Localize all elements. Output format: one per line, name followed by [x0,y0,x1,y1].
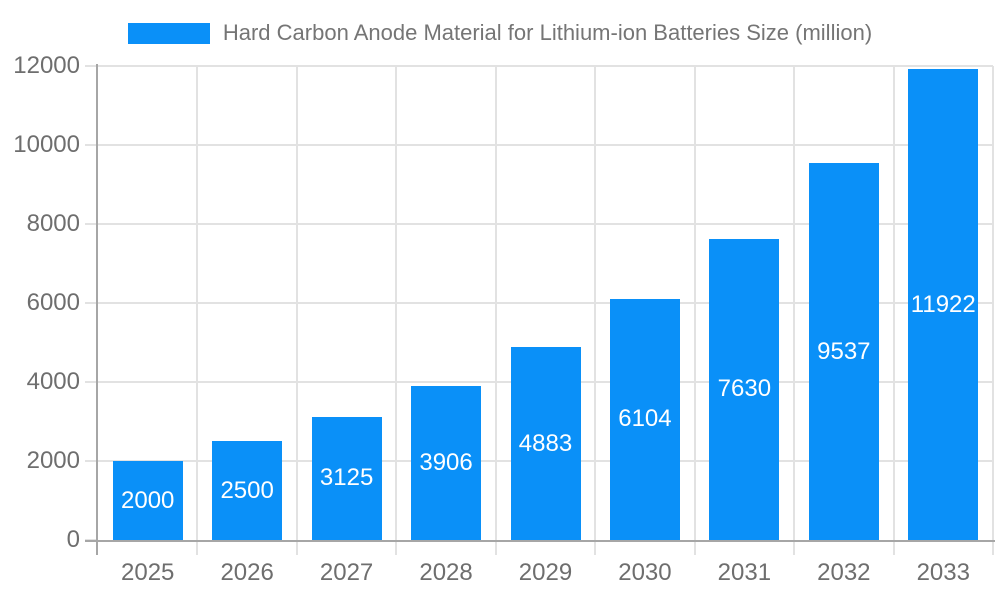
bar-value-label: 9537 [817,337,871,365]
bar[interactable]: 11922 [908,69,979,540]
y-tick-label: 2000 [26,447,80,474]
x-tick-label: 2031 [717,559,772,586]
v-gridline [295,66,298,540]
y-tick-label: 0 [66,526,80,553]
bar[interactable]: 2000 [112,461,183,540]
x-tick-label: 2026 [220,559,274,586]
bar[interactable]: 3125 [311,416,382,540]
x-tick-label: 2028 [419,559,473,586]
bar-value-label: 2500 [220,476,274,504]
h-gridline [98,65,993,67]
x-axis-tick [793,540,796,555]
y-tick-label: 8000 [26,210,80,237]
v-gridline [395,66,398,540]
x-axis-line [85,540,995,542]
bar-value-label: 3906 [419,448,473,476]
y-axis-tick [85,460,98,462]
legend-swatch [127,22,210,44]
bar[interactable]: 4883 [510,347,581,540]
x-axis-tick [395,540,398,555]
y-tick-label: 12000 [13,52,80,79]
bar[interactable]: 7630 [709,238,780,540]
x-tick-label: 2027 [319,559,374,586]
bar[interactable]: 9537 [808,163,879,540]
x-axis-tick [892,540,895,555]
bar[interactable]: 2500 [212,441,283,540]
h-gridline [98,144,993,146]
y-axis-tick [85,65,98,67]
y-tick-label: 6000 [26,289,80,316]
v-gridline [793,66,796,540]
v-gridline [494,66,497,540]
x-tick-label: 2032 [817,559,871,586]
x-axis-tick [594,540,597,555]
v-gridline [693,66,696,540]
bar[interactable]: 6104 [609,298,680,540]
y-axis-tick [85,223,98,225]
y-tick-label: 4000 [26,368,80,395]
h-gridline [98,302,993,304]
x-tick-label: 2025 [121,559,175,586]
y-tick-label: 10000 [13,131,80,158]
bar-value-label: 11922 [910,290,976,318]
x-axis-tick [295,540,298,555]
x-axis-tick [196,540,199,555]
v-gridline [594,66,597,540]
x-tick-label: 2030 [618,559,672,586]
v-gridline [892,66,895,540]
bar-value-label: 2000 [121,486,175,514]
bar[interactable]: 3906 [411,385,482,540]
x-axis-tick [693,540,696,555]
bar-value-label: 7630 [717,375,772,403]
bar-value-label: 4883 [518,429,573,457]
h-gridline [98,223,993,225]
x-axis-tick [494,540,497,555]
y-axis-tick [85,381,98,383]
bar-value-label: 6104 [618,405,672,433]
y-axis-line [96,64,98,555]
x-tick-label: 2029 [518,559,573,586]
y-axis-tick [85,144,98,146]
x-axis-tick [992,540,994,555]
x-tick-label: 2033 [916,559,970,586]
y-axis-tick [85,302,98,304]
legend[interactable]: Hard Carbon Anode Material for Lithium-i… [0,17,1000,49]
bar-value-label: 3125 [319,464,374,492]
v-gridline [992,66,994,540]
v-gridline [196,66,199,540]
legend-label: Hard Carbon Anode Material for Lithium-i… [222,20,873,45]
